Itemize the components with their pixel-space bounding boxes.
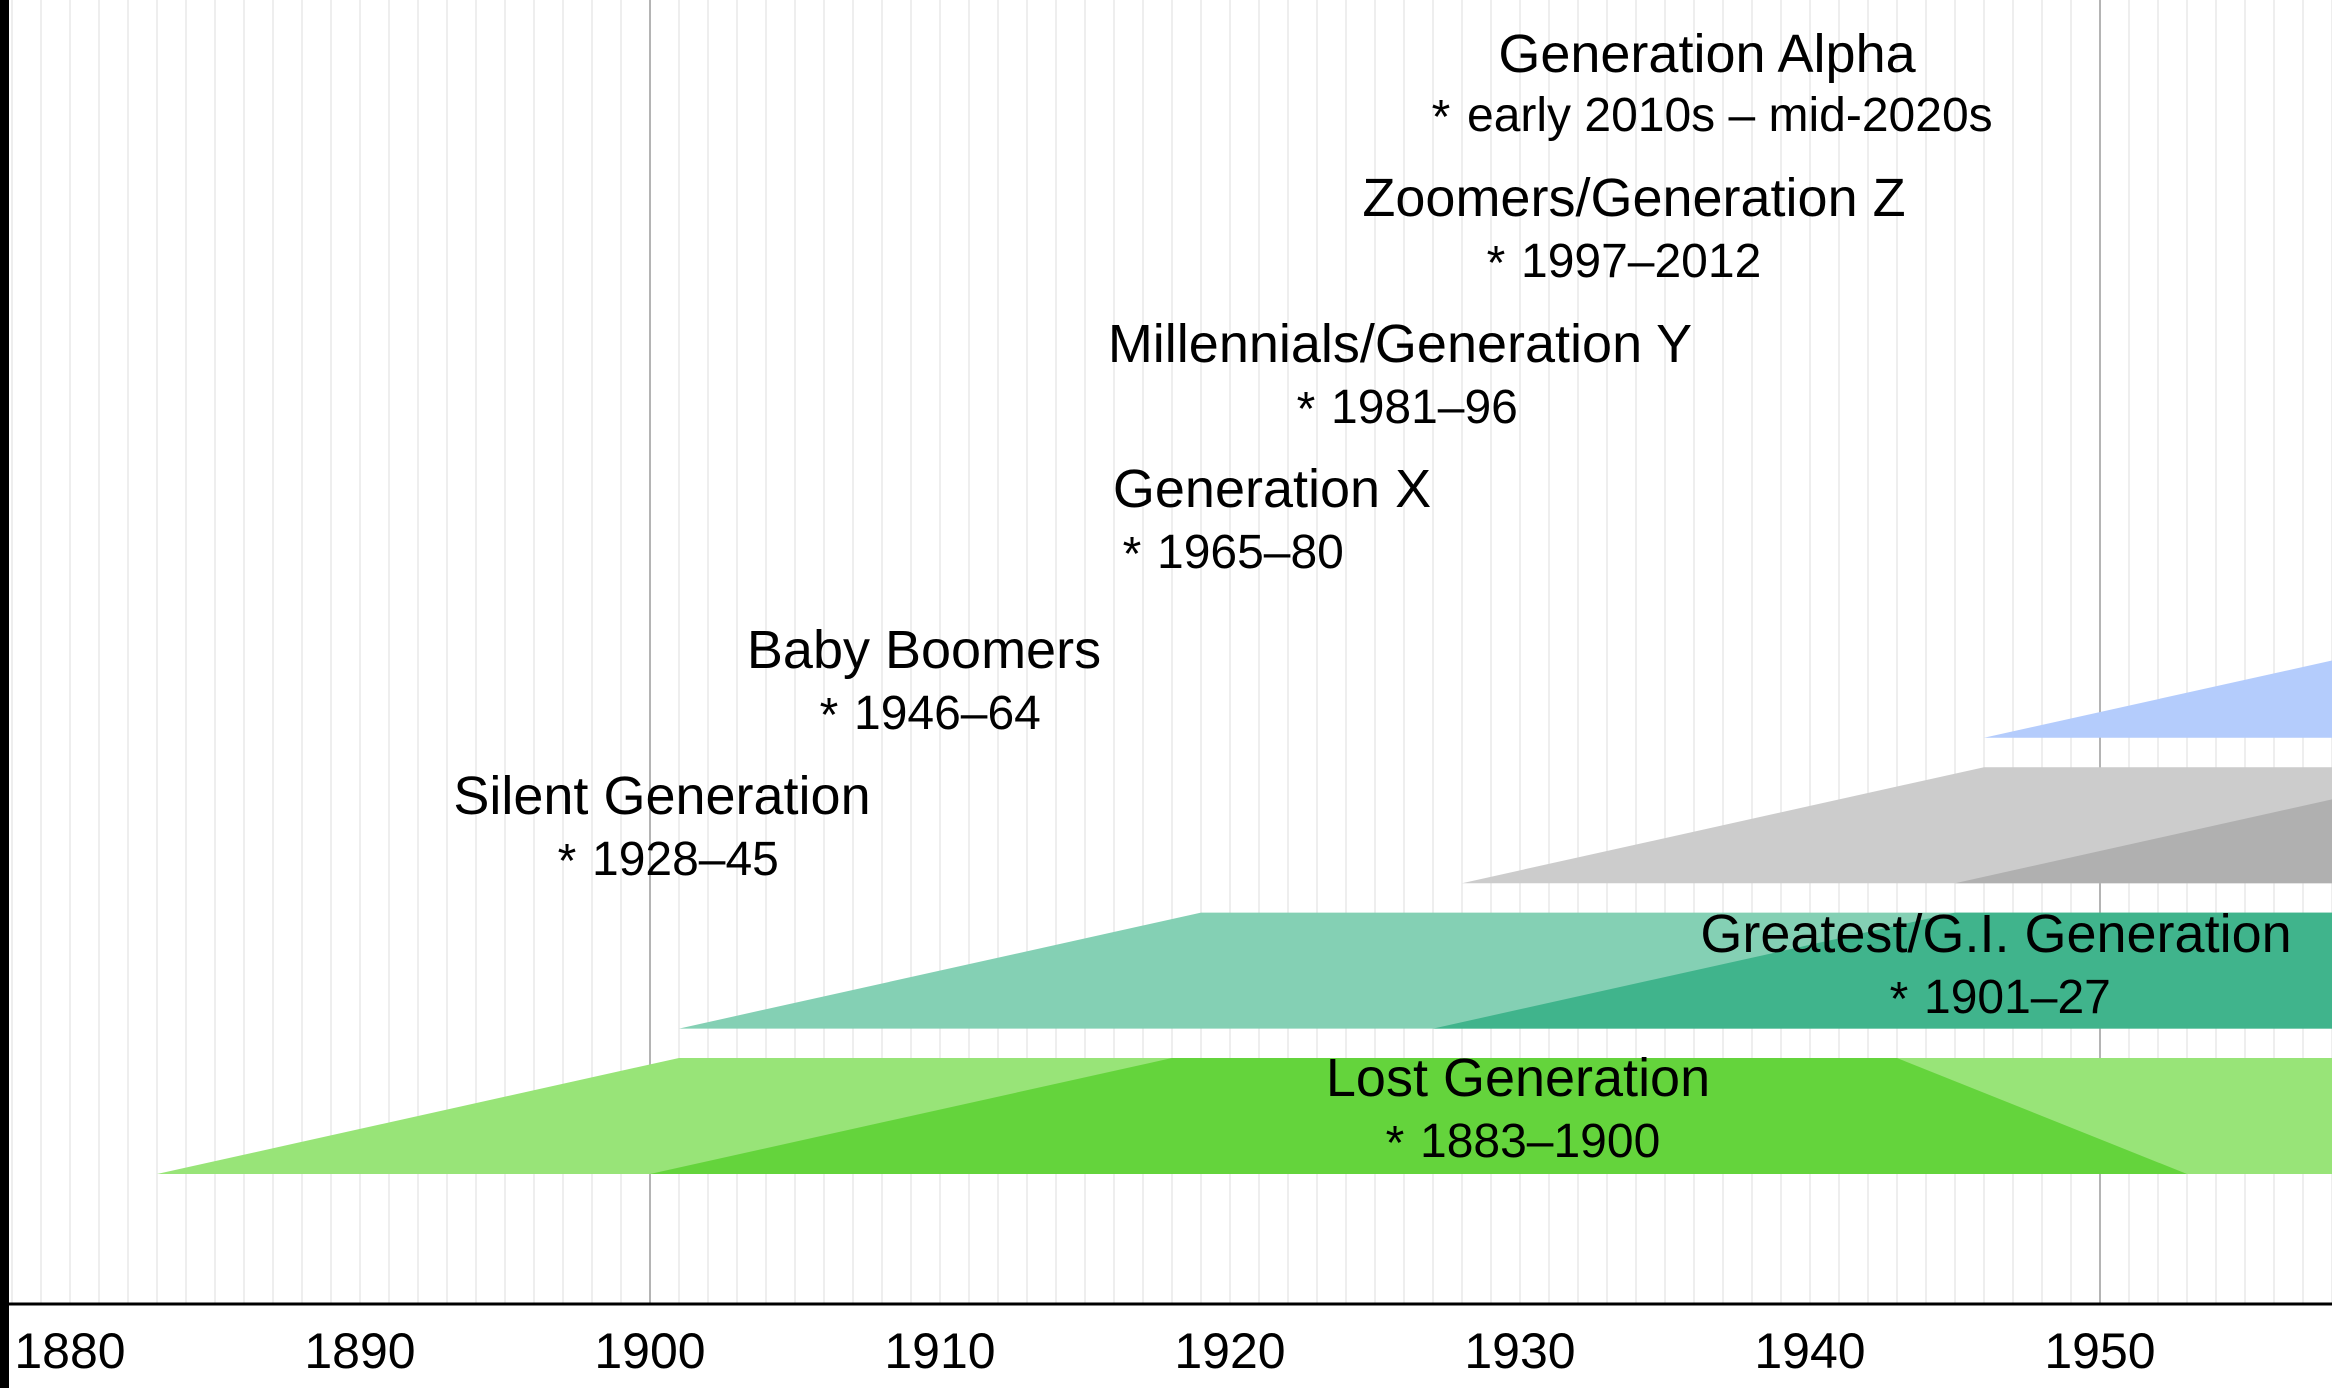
generation-labels: Generation Alpha * early 2010s – mid-202…	[453, 24, 2291, 1170]
gen-star-silent-generation: *	[558, 835, 577, 888]
gen-range-generation-alpha: early 2010s – mid-2020s	[1467, 89, 1993, 142]
generation-bands	[157, 660, 2332, 1174]
gen-range-lost-generation: 1883–1900	[1420, 1115, 1660, 1168]
gen-star-greatest-generation: *	[1890, 973, 1909, 1026]
gen-range-generation-x: 1965–80	[1157, 526, 1344, 579]
x-tick-label-1880: 1880	[14, 1323, 125, 1379]
band-inner-greatest-g-i-generation	[1433, 912, 2332, 1029]
band-inner-lost-generation	[650, 1058, 2187, 1174]
x-tick-label-1930: 1930	[1464, 1323, 1575, 1379]
left-edge-bar	[0, 0, 9, 1388]
x-tick-label-1920: 1920	[1174, 1323, 1285, 1379]
gen-range-silent-generation: 1928–45	[592, 833, 779, 886]
band-inner-silent-generation	[1955, 799, 2332, 884]
gen-range-generation-z: 1997–2012	[1521, 235, 1761, 288]
gen-star-generation-alpha: *	[1432, 91, 1451, 144]
gen-star-baby-boomers: *	[820, 689, 839, 742]
gen-title-generation-x: Generation X	[1113, 459, 1431, 519]
gen-star-millennials: *	[1297, 383, 1316, 436]
x-tick-label-1900: 1900	[594, 1323, 705, 1379]
gen-range-greatest-generation: 1901–27	[1924, 971, 2111, 1024]
gen-title-baby-boomers: Baby Boomers	[747, 620, 1101, 680]
gen-star-lost-generation: *	[1386, 1117, 1405, 1170]
x-tick-label-1910: 1910	[884, 1323, 995, 1379]
x-tick-label-1890: 1890	[304, 1323, 415, 1379]
x-axis: 1880189019001910192019301940195019601970…	[9, 1302, 2332, 1379]
x-tick-label-1940: 1940	[1754, 1323, 1865, 1379]
band-outer-baby-boomers	[1984, 660, 2332, 738]
gen-title-lost-generation: Lost Generation	[1326, 1048, 1710, 1108]
gen-range-millennials: 1981–96	[1331, 381, 1518, 434]
gen-title-silent-generation: Silent Generation	[453, 766, 870, 826]
gen-title-millennials: Millennials/Generation Y	[1108, 314, 1692, 374]
gen-star-generation-x: *	[1123, 528, 1142, 581]
gen-title-generation-alpha: Generation Alpha	[1498, 24, 1916, 84]
x-tick-label-1950: 1950	[2044, 1323, 2155, 1379]
gen-title-generation-z: Zoomers/Generation Z	[1362, 168, 1905, 228]
gen-range-baby-boomers: 1946–64	[854, 687, 1041, 740]
gen-title-greatest-generation: Greatest/G.I. Generation	[1700, 904, 2291, 964]
gen-star-generation-z: *	[1487, 237, 1506, 290]
